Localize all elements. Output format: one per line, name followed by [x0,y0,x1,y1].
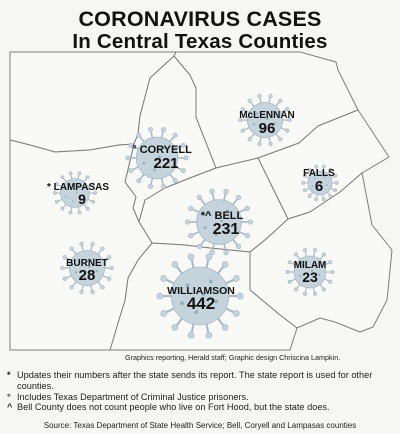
virus-icon-milam [285,248,335,296]
footnote-asterisk: * Updates their numbers after the state … [6,370,396,392]
county-count-coryell: 221 [153,155,178,172]
county-name-williamson: WILLIAMSON [167,285,235,297]
virus-icon-mclennan [238,93,292,147]
virus-icons [52,93,339,339]
footnote-symbol-asterisk: * [7,370,11,380]
county-count-burnet: 28 [79,267,96,284]
virus-icon-bell [184,188,254,256]
county-count-mclennan: 96 [259,120,276,137]
county-count-lampasas: 9 [78,191,86,207]
county-count-williamson: 442 [187,294,215,313]
source-line: Source: Texas Department of State Health… [43,421,357,430]
county-name-burnet: BURNET [66,258,108,269]
graphic-credit: Graphics reporting, Herald staff; Graphi… [125,353,341,362]
county-name-lampasas: * LAMPASAS [47,182,109,193]
virus-icon-williamson [156,253,244,339]
virus-icon-burnet [60,241,114,295]
footnote-text-asterisk: Updates their numbers after the state se… [17,370,373,391]
county-name-coryell: ° CORYELL [132,144,192,156]
map-subtitle: In Central Texas Counties [72,30,328,53]
county-count-milam: 23 [302,269,318,285]
county-name-falls: FALLS [303,168,335,179]
footnote-degree: ° Includes Texas Department of Criminal … [6,392,396,403]
footnote-symbol-degree: ° [7,391,11,402]
virus-icon-lampasas [52,171,98,215]
county-polygons [9,51,393,351]
footnote-caret: ^ Bell County does not count people who … [6,402,396,413]
county-name-bell: *^ BELL [201,210,244,222]
county-count-bell: 231 [213,221,240,238]
footnote-text-degree: Includes Texas Department of Criminal Ju… [17,391,249,402]
map-title: CORONAVIRUS CASES [78,7,322,31]
virus-icon-falls [301,164,339,202]
county-name-mclennan: McLENNAN [239,110,295,121]
county-name-milam: MILAM [294,260,327,271]
footnote-symbol-caret: ^ [7,402,13,413]
footnote-text-caret: Bell County does not count people who li… [17,402,330,413]
county-count-falls: 6 [315,178,323,195]
virus-icon-coryell [125,127,189,189]
footnotes: * Updates their numbers after the state … [6,370,396,413]
